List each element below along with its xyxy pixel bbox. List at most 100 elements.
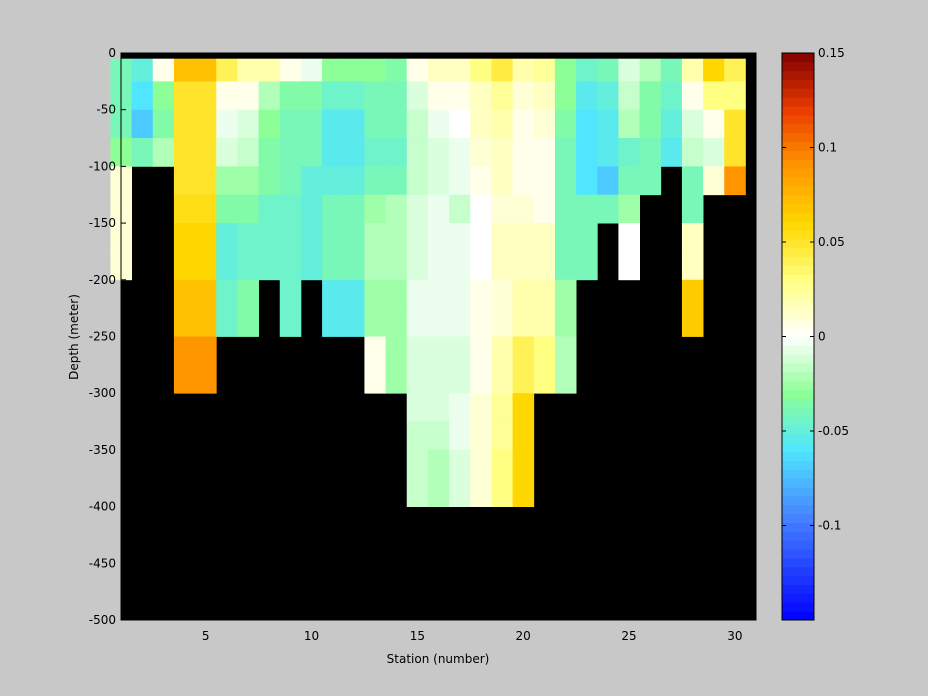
heatmap-cell: [385, 223, 408, 252]
heatmap-cell: [597, 138, 619, 167]
colorbar-block: [782, 460, 814, 470]
heatmap-cell: [300, 166, 323, 196]
heatmap-cell: [279, 58, 302, 82]
heatmap-cell: [237, 166, 259, 196]
heatmap-cell: [343, 166, 365, 196]
colorbar-block: [782, 371, 814, 382]
colorbar-block: [782, 265, 814, 275]
colorbar-block: [782, 345, 814, 355]
heatmap-cell: [533, 58, 556, 82]
colorbar-block: [782, 469, 814, 479]
heatmap-cell: [470, 449, 492, 479]
heatmap-cell: [512, 109, 535, 139]
heatmap-cell: [512, 364, 535, 394]
heatmap-cell: [449, 421, 471, 451]
heatmap-cell: [427, 109, 450, 139]
colorbar-block: [782, 557, 814, 568]
colorbar-tick-label: 0.05: [818, 235, 845, 249]
heatmap-cell: [195, 81, 217, 111]
heatmap-cell: [343, 194, 365, 224]
x-axis: 5 10 15 20 25 30: [202, 53, 742, 643]
heatmap-cell: [449, 109, 471, 139]
heatmap-cell: [279, 138, 302, 167]
colorbar-block: [782, 53, 814, 63]
heatmap-cell: [681, 166, 704, 196]
heatmap-cell: [470, 58, 492, 82]
colorbar: 0.15 0.1 0.05 0 -0.05 -0.1: [781, 46, 849, 621]
heatmap-cell: [449, 81, 471, 111]
heatmap-cell: [597, 58, 619, 82]
heatmap-cell: [554, 109, 577, 139]
heatmap-cell: [406, 58, 429, 82]
heatmap-cell: [449, 336, 471, 366]
colorbar-block: [782, 168, 814, 178]
heatmap-cell: [173, 194, 196, 224]
colorbar-block: [782, 487, 814, 497]
heatmap-cell: [491, 251, 513, 281]
heatmap-cell: [724, 81, 746, 111]
heatmap-cell: [427, 81, 450, 111]
heatmap-cell: [279, 308, 302, 337]
colorbar-block: [782, 380, 814, 391]
heatmap-cell: [364, 58, 386, 82]
heatmap-cell: [554, 81, 577, 111]
heatmap-cell: [533, 109, 556, 139]
heatmap-cell: [152, 81, 175, 111]
heatmap-cell: [385, 166, 408, 196]
heatmap-cell: [554, 58, 577, 82]
heatmap-cell: [427, 336, 450, 366]
colorbar-block: [782, 274, 814, 284]
colorbar-tick-label: -0.05: [818, 424, 849, 438]
colorbar-block: [782, 123, 814, 134]
heatmap-cell: [449, 194, 471, 224]
heatmap-cell: [681, 109, 704, 139]
heatmap-cell: [449, 223, 471, 252]
heatmap-cell: [576, 138, 598, 167]
heatmap-cell: [491, 194, 513, 224]
heatmap-cell: [491, 223, 513, 252]
heatmap-cell: [427, 393, 450, 422]
heatmap-cell: [533, 308, 556, 337]
heatmap-cell: [576, 58, 598, 82]
heatmap-cell: [449, 58, 471, 82]
heatmap-cell: [533, 81, 556, 111]
heatmap-cell: [406, 251, 429, 281]
colorbar-block: [782, 141, 814, 151]
heatmap-cell: [343, 251, 365, 281]
heatmap-cell: [512, 251, 535, 281]
colorbar-block: [782, 79, 814, 89]
colorbar-block: [782, 70, 814, 80]
y-tick-label: -50: [96, 103, 116, 117]
heatmap-cell: [216, 223, 238, 252]
heatmap-cell: [681, 58, 704, 82]
colorbar-block: [782, 88, 814, 98]
heatmap-cell: [427, 166, 450, 196]
heatmap-cell: [491, 308, 513, 337]
colorbar-block: [782, 106, 814, 116]
heatmap-cell: [385, 279, 408, 309]
heatmap-cell: [576, 166, 598, 196]
heatmap-cell: [364, 251, 386, 281]
heatmap-cell: [216, 81, 238, 111]
colorbar-block: [782, 318, 814, 329]
colorbar-axis: 0.15 0.1 0.05 0 -0.05 -0.1: [782, 46, 849, 533]
heatmap-cell: [279, 194, 302, 224]
heatmap-cell: [576, 81, 598, 111]
heatmap-cell: [724, 166, 746, 196]
colorbar-block: [782, 247, 814, 258]
heatmap-cell: [470, 336, 492, 366]
y-tick-label: -350: [89, 443, 116, 457]
heatmap-cell: [195, 336, 217, 366]
heatmap-cell: [512, 421, 535, 451]
heatmap-cell: [512, 81, 535, 111]
colorbar-block: [782, 354, 814, 364]
colorbar-block: [782, 584, 814, 594]
heatmap-cell: [618, 138, 640, 167]
heatmap-cell: [406, 393, 429, 422]
colorbar-block: [782, 256, 814, 267]
heatmap-cell: [406, 478, 429, 507]
colorbar-block: [782, 540, 814, 550]
heatmap-cell: [343, 138, 365, 167]
heatmap-cell: [258, 194, 281, 224]
